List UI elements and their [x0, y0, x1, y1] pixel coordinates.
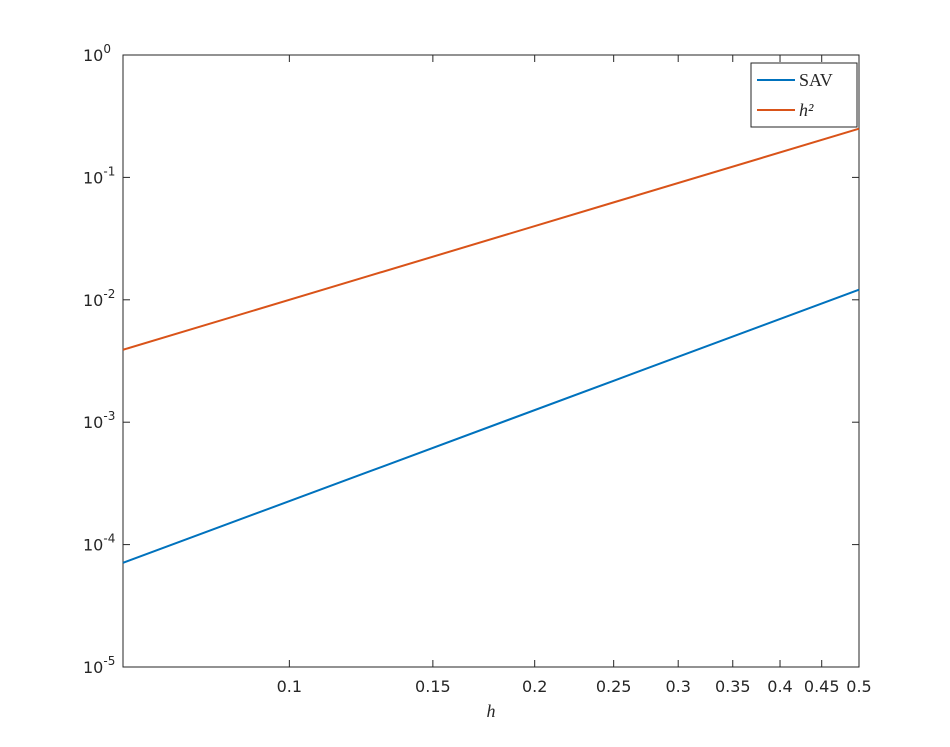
legend-label: SAV [799, 70, 833, 90]
x-tick-label: 0.3 [665, 677, 690, 696]
x-axis-label: h [487, 701, 496, 721]
x-tick-label: 0.5 [846, 677, 871, 696]
y-tick-label: 10-2 [83, 287, 115, 310]
y-tick-label: 100 [83, 42, 111, 65]
y-tick-exponent: -2 [103, 287, 115, 301]
series-line [122, 288, 860, 564]
x-tick-label: 0.1 [277, 677, 302, 696]
y-tick-label: 10-5 [83, 654, 115, 677]
x-tick-label: 0.2 [522, 677, 547, 696]
y-tick-base: 10 [83, 536, 103, 555]
y-tick-label: 10-3 [83, 409, 115, 432]
x-tick-label: 0.15 [415, 677, 451, 696]
plot-area [122, 54, 860, 668]
y-tick-base: 10 [83, 46, 103, 65]
y-tick-exponent: -1 [103, 164, 115, 178]
y-tick-base: 10 [83, 413, 103, 432]
series-line [122, 127, 860, 351]
y-tick-exponent: -3 [103, 409, 115, 423]
y-tick-exponent: -5 [103, 654, 115, 668]
y-tick-base: 10 [83, 291, 103, 310]
x-tick-label: 0.45 [804, 677, 840, 696]
x-tick-label: 0.25 [596, 677, 632, 696]
x-tick-label: 0.4 [767, 677, 792, 696]
y-tick-base: 10 [83, 168, 103, 187]
x-tick-label: 0.35 [715, 677, 751, 696]
y-tick-base: 10 [83, 658, 103, 677]
legend-box [750, 62, 858, 128]
y-tick-exponent: -4 [103, 532, 115, 546]
y-tick-label: 10-4 [83, 532, 115, 555]
legend-label: h² [799, 100, 814, 120]
y-tick-exponent: 0 [103, 42, 111, 56]
y-tick-label: 10-1 [83, 164, 115, 187]
